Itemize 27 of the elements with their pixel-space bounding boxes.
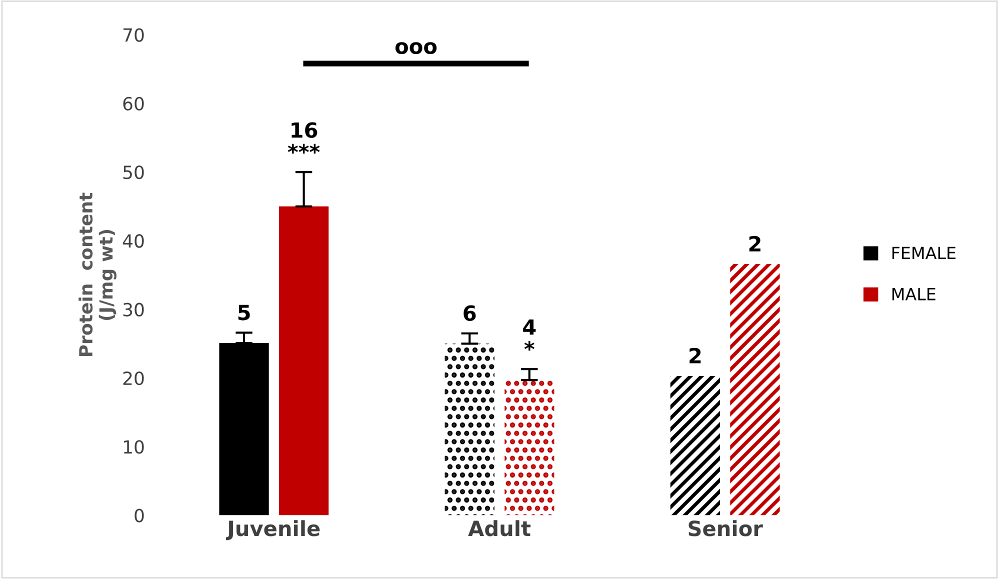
annotation: ooo	[395, 42, 437, 54]
legend-label: MALE	[892, 288, 936, 300]
x-tick-label: Senior	[688, 520, 763, 536]
legend-label: FEMALE	[892, 246, 956, 260]
bar	[504, 380, 554, 516]
bar	[730, 264, 780, 516]
bar	[219, 342, 269, 516]
annotation: 2	[749, 236, 760, 252]
y-tick-label: 40	[122, 234, 144, 248]
annotation: 6	[464, 305, 476, 322]
annotation: 2	[690, 348, 701, 364]
y-tick-label: 70	[123, 28, 144, 42]
y-axis-title: Protein content (J/mg wt)	[78, 192, 116, 356]
y-tick-label: 30	[123, 302, 144, 316]
y-tick-label: 0	[134, 508, 144, 522]
annotation: 16 ***	[288, 122, 320, 154]
y-tick-label: 10	[124, 440, 144, 454]
y-tick-label: 50	[123, 166, 144, 180]
annotation: 4 *	[523, 319, 536, 351]
y-tick-label: 20	[123, 371, 144, 386]
bar	[278, 206, 329, 516]
annotation: 5	[238, 304, 250, 320]
x-tick-label: Adult	[468, 520, 531, 536]
y-tick-label: 60	[123, 96, 144, 111]
bar	[670, 376, 720, 516]
x-tick-label: Juvenile	[226, 520, 320, 540]
bar	[444, 344, 494, 516]
